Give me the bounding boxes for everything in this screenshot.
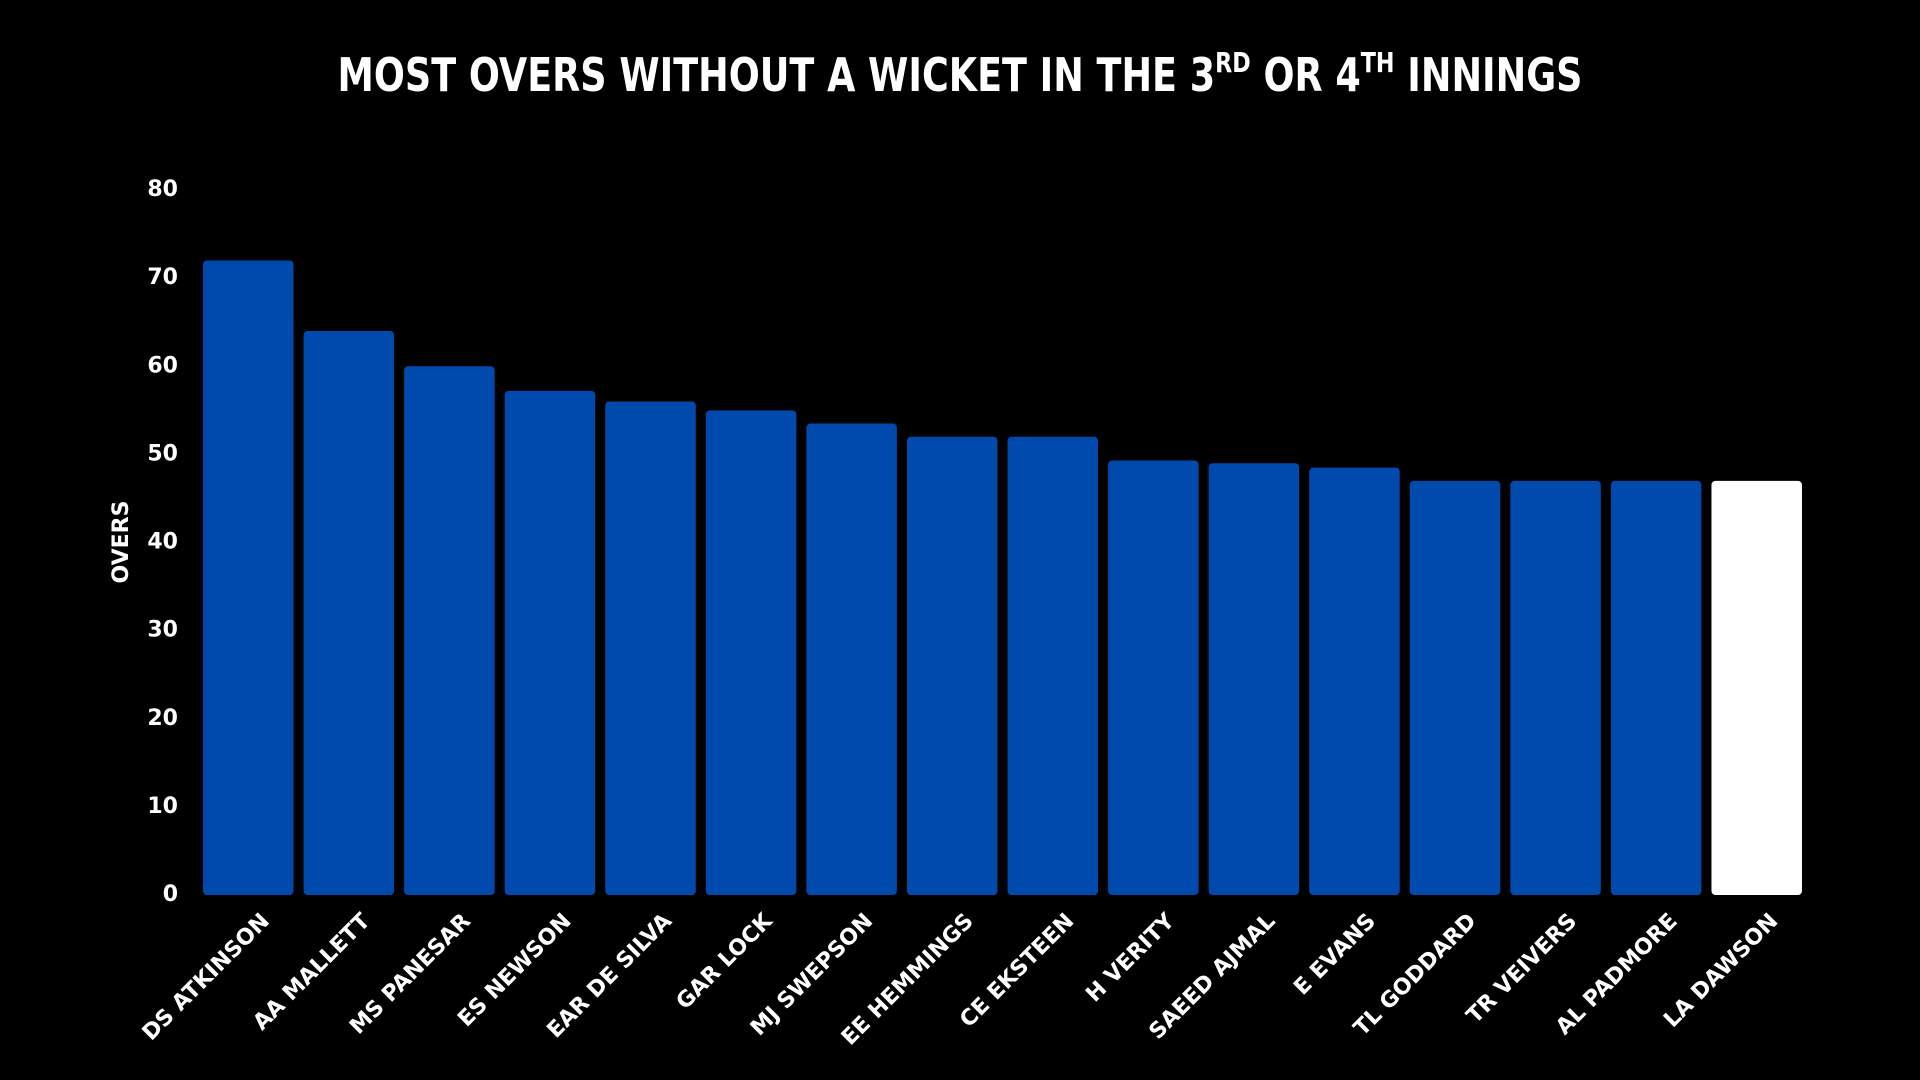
bar: [1007, 436, 1099, 895]
y-tick-label: 50: [147, 441, 178, 466]
bar: [303, 331, 395, 895]
title-superscript: RD: [1215, 46, 1251, 79]
title-part: INNINGS: [1395, 48, 1583, 102]
bar: [1309, 467, 1400, 895]
bar: [705, 410, 797, 895]
bar: [605, 401, 696, 895]
y-tick-label: 10: [147, 794, 178, 819]
bar: [504, 390, 596, 895]
bar: [806, 423, 897, 895]
bar: [1208, 463, 1300, 895]
y-tick-label: 60: [147, 353, 178, 378]
x-tick-label: DS ATKINSON: [138, 909, 275, 1046]
y-tick-label: 80: [147, 177, 178, 202]
bar: [906, 436, 998, 895]
bar: [203, 260, 294, 895]
x-tick-label: E EVANS: [1289, 909, 1381, 1001]
y-axis-label: OVERS: [109, 501, 134, 584]
title-superscript: TH: [1361, 46, 1395, 79]
y-tick-label: 30: [147, 618, 178, 643]
bar: [1711, 480, 1802, 895]
x-tick-label: H VERITY: [1081, 908, 1180, 1007]
y-tick-label: 20: [147, 706, 178, 731]
y-tick-label: 0: [163, 882, 178, 907]
x-tick-label: GAR LOCK: [672, 908, 779, 1015]
y-tick-label: 70: [147, 265, 178, 290]
chart-title: MOST OVERS WITHOUT A WICKET IN THE 3RD O…: [338, 46, 1583, 102]
bar: [1108, 460, 1199, 895]
bar: [1510, 480, 1601, 895]
title-part: OR 4: [1251, 48, 1361, 102]
bar: [404, 366, 495, 895]
bar: [1409, 480, 1501, 895]
title-part: MOST OVERS WITHOUT A WICKET IN THE 3: [338, 48, 1216, 102]
bar: [1610, 480, 1702, 895]
y-tick-label: 40: [147, 530, 178, 555]
